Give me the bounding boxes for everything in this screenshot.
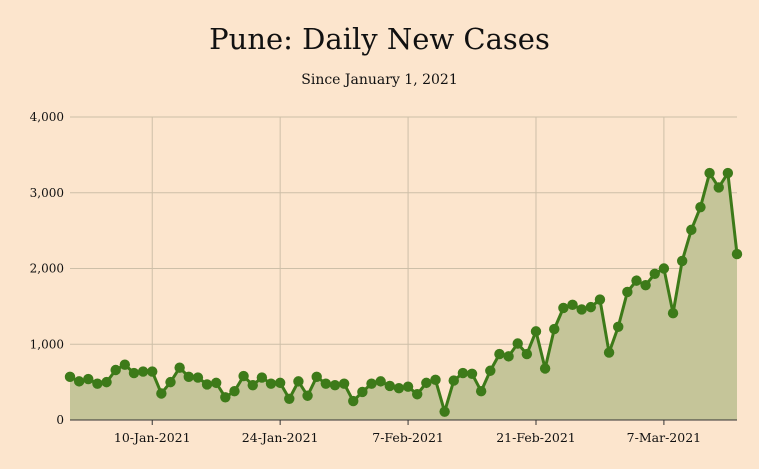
- data-point: [375, 376, 386, 387]
- data-point: [192, 372, 204, 383]
- data-point: [713, 182, 724, 193]
- x-tick-label: 21-Feb-2021: [496, 430, 576, 445]
- data-point: [274, 377, 286, 389]
- data-point: [603, 347, 615, 358]
- data-point: [585, 301, 597, 313]
- data-point: [247, 379, 258, 391]
- data-point: [165, 376, 176, 388]
- data-point: [220, 392, 231, 403]
- data-point: [384, 380, 395, 392]
- data-point: [101, 376, 112, 388]
- data-point: [722, 167, 734, 179]
- data-point: [558, 302, 569, 314]
- data-point: [366, 378, 377, 389]
- data-point: [64, 371, 76, 383]
- data-point: [475, 386, 487, 397]
- data-point: [238, 370, 249, 382]
- x-tick-label: 7-Feb-2021: [372, 430, 444, 445]
- data-point: [338, 378, 350, 389]
- data-point: [640, 279, 651, 291]
- data-point: [320, 378, 332, 389]
- data-point: [357, 386, 368, 398]
- chart-subtitle: Since January 1, 2021: [301, 72, 458, 88]
- data-point: [594, 294, 606, 305]
- y-tick-label: 2,000: [30, 262, 64, 276]
- data-point: [439, 406, 450, 417]
- data-point: [649, 268, 660, 279]
- data-point: [329, 379, 341, 391]
- data-point: [658, 263, 670, 274]
- y-tick-label: 0: [56, 413, 64, 427]
- data-point: [183, 371, 194, 383]
- data-point: [147, 366, 158, 377]
- data-point: [704, 167, 715, 179]
- data-point: [110, 364, 121, 376]
- data-point: [265, 378, 277, 389]
- y-tick-label: 3,000: [30, 186, 64, 200]
- data-point: [448, 375, 459, 386]
- data-point: [73, 376, 85, 387]
- data-point: [201, 379, 213, 390]
- data-point: [421, 377, 432, 389]
- data-point: [137, 366, 149, 377]
- data-point: [576, 304, 587, 315]
- data-point: [402, 381, 414, 392]
- x-tick-label: 24-Jan-2021: [242, 430, 319, 445]
- data-point: [567, 299, 578, 311]
- data-point: [412, 389, 423, 400]
- data-point: [174, 362, 185, 373]
- data-point: [348, 395, 359, 407]
- series-area: [70, 173, 737, 420]
- x-tick-label: 10-Jan-2021: [114, 430, 191, 445]
- data-point: [503, 351, 514, 362]
- data-point: [731, 248, 743, 260]
- data-point: [521, 348, 533, 360]
- data-point: [302, 390, 313, 401]
- chart-title: Pune: Daily New Cases: [209, 22, 550, 56]
- y-tick-label: 1,000: [30, 337, 64, 351]
- y-tick-label: 4,000: [30, 110, 64, 124]
- data-point: [530, 326, 542, 337]
- data-point: [667, 307, 679, 319]
- data-point: [156, 388, 167, 399]
- data-point: [210, 377, 222, 389]
- data-point: [512, 338, 523, 349]
- data-point: [229, 386, 240, 397]
- data-point: [622, 286, 633, 298]
- data-point: [466, 368, 478, 379]
- data-point: [430, 374, 441, 386]
- data-point: [293, 376, 304, 387]
- data-point: [119, 359, 131, 370]
- data-point: [676, 255, 688, 267]
- data-point: [686, 224, 697, 236]
- data-point: [284, 393, 295, 404]
- data-point: [631, 275, 642, 286]
- data-point: [539, 363, 551, 374]
- data-point: [393, 382, 405, 394]
- data-point: [311, 371, 322, 383]
- data-point: [613, 321, 624, 333]
- x-tick-label: 7-Mar-2021: [627, 430, 701, 445]
- data-point: [92, 378, 103, 389]
- data-point: [128, 367, 140, 379]
- data-point: [494, 348, 505, 360]
- data-point: [549, 323, 560, 335]
- data-point: [457, 367, 469, 379]
- data-point: [695, 201, 706, 213]
- data-point: [256, 372, 268, 383]
- data-point: [485, 365, 496, 376]
- data-point: [83, 373, 94, 385]
